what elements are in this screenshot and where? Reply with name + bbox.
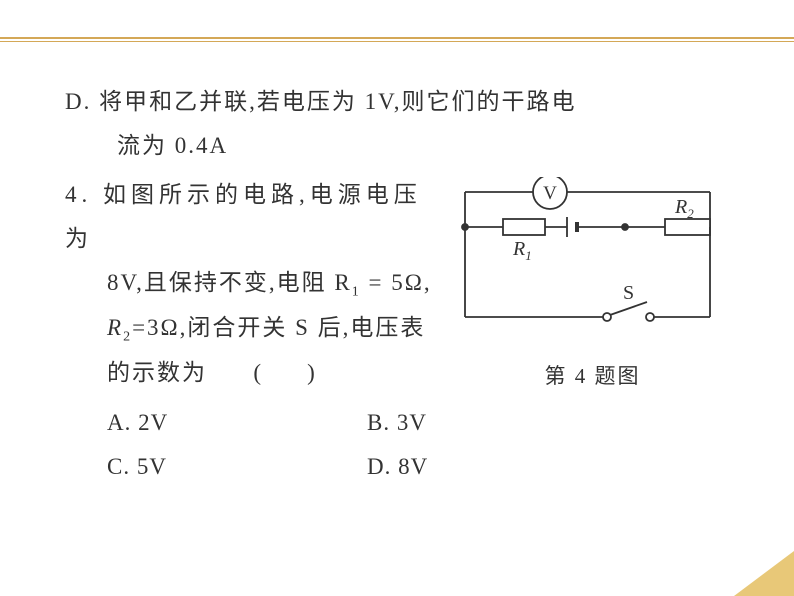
q4-line1: 4. 如图所示的电路,电源电压为 (65, 173, 445, 260)
diagram-caption: 第 4 题图 (455, 357, 730, 397)
r2-label: R2 (674, 196, 694, 221)
option-c: C. 5V (107, 445, 367, 489)
q3-option-d-continuation: 流为 0.4A (65, 124, 730, 168)
q3-option-d: D. 将甲和乙并联,若电压为 1V,则它们的干路电 (65, 80, 730, 124)
decorative-corner (734, 551, 794, 596)
q4-number: 4. (65, 182, 92, 207)
voltmeter-label: V (543, 183, 557, 204)
option-a: A. 2V (107, 401, 367, 445)
decorative-top-border (0, 37, 794, 42)
option-b: B. 3V (367, 401, 627, 445)
q4-text-1: 如图所示的电路,电源电压为 (65, 182, 422, 251)
circuit-diagram: V R1 R2 S (455, 177, 720, 332)
content-area: D. 将甲和乙并联,若电压为 1V,则它们的干路电 流为 0.4A 4. 如图所… (65, 80, 730, 488)
option-d: D. 8V (367, 445, 627, 489)
q4-line4: 的示数为 ( ) (65, 351, 445, 395)
q4-options: A. 2V B. 3V C. 5V D. 8V (65, 401, 730, 488)
question-4-text: 4. 如图所示的电路,电源电压为 8V,且保持不变,电阻 R1 = 5Ω, R2… (65, 173, 445, 397)
switch-label: S (623, 282, 634, 304)
answer-blank: ( ) (215, 351, 315, 395)
question-4-row: 4. 如图所示的电路,电源电压为 8V,且保持不变,电阻 R1 = 5Ω, R2… (65, 173, 730, 397)
q4-line3: R2=3Ω,闭合开关 S 后,电压表 (65, 306, 445, 351)
r1-label: R1 (512, 238, 532, 263)
q4-line2: 8V,且保持不变,电阻 R1 = 5Ω, (65, 261, 445, 306)
circuit-diagram-container: V R1 R2 S 第 4 题图 (445, 173, 730, 397)
